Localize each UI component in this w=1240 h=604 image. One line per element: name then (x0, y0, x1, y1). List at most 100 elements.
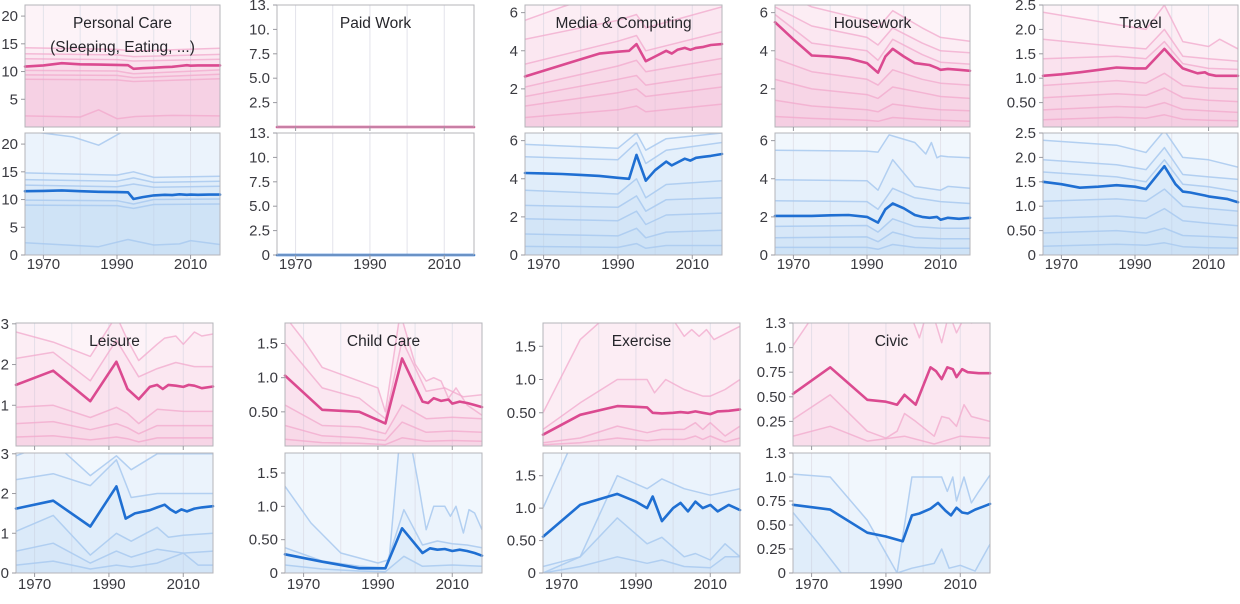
blue-quantile-line (525, 141, 722, 165)
pink-quantile-line (25, 109, 220, 120)
pink-median-line (1041, 47, 1240, 78)
pink-quantile-line (1043, 87, 1238, 103)
y-tick-label: 0.25 (757, 541, 786, 558)
x-tick-label: 1970 (777, 256, 810, 273)
panel-title: Exercise (612, 333, 671, 350)
x-tick-label: 1970 (527, 256, 560, 273)
y-tick-label: 2 (760, 81, 768, 98)
pink-median-line (541, 404, 742, 436)
panel-title: Personal Care (73, 15, 172, 32)
pink-subplot: 0.25 0.50 0.75 1.0 1.3 (757, 315, 992, 450)
x-tick-label: 1990 (869, 576, 902, 593)
y-tick-label: 10 (1, 192, 18, 209)
blue-median-line (791, 501, 992, 543)
blue-quantile-line (285, 555, 482, 573)
blue-median-line (523, 152, 724, 182)
x-tick-label: 1990 (601, 256, 634, 273)
pink-quantile-line (16, 339, 213, 382)
x-tick-label: 1990 (353, 256, 386, 273)
plot-border (542, 322, 741, 447)
pink-plot-background (775, 5, 970, 127)
pink-quantile-line (543, 435, 740, 446)
paid-work-chart: 2.5 5.0 7.5 10. 13. 0 2.5 5.0 7.5 10. 13. 1970 1990 2… (249, 0, 476, 273)
pink-median-line (523, 42, 724, 78)
pink-quantile-line (793, 425, 990, 445)
blue-quantile-line (1043, 227, 1238, 239)
blue-subplot: 0 2 4 6 1970 1990 2010 (760, 132, 972, 273)
y-tick-label: 0.50 (1007, 95, 1036, 112)
x-tick-label: 1970 (545, 576, 578, 593)
y-tick-label: 6 (760, 5, 768, 22)
pink-quantile-line (285, 339, 482, 420)
pink-quantile-line (285, 437, 482, 446)
plot-border (15, 452, 214, 574)
pink-quantile-line (775, 13, 970, 65)
blue-median-line (1041, 164, 1240, 204)
y-tick-label: 10 (1, 64, 18, 81)
x-tick-label: 1970 (279, 256, 312, 273)
pink-quantile-line (1043, 114, 1238, 122)
x-tick-label: 1990 (850, 256, 883, 273)
blue-quantile-line (525, 195, 722, 212)
pink-quantile-line (525, 6, 722, 41)
pink-subplot: 0.50 1.0 1.5 2.0 2.5 (1007, 0, 1240, 131)
y-tick-label: 2.5 (1015, 0, 1036, 14)
plot-border (24, 4, 221, 128)
pink-quantile-line (775, 115, 970, 123)
x-tick-label: 1970 (1045, 256, 1078, 273)
x-tick-label: 2010 (428, 256, 461, 273)
pink-quantile-line (775, 78, 970, 100)
panel-subtitle: (Sleeping, Eating, ...) (50, 39, 195, 56)
panel-title: Leisure (89, 333, 140, 350)
y-tick-label: 4 (510, 171, 518, 188)
plot-border (24, 132, 221, 256)
pink-quantile-line (793, 394, 990, 439)
y-tick-label: 0 (10, 247, 18, 264)
pink-quantile-line (16, 420, 213, 435)
plot-border (15, 322, 214, 447)
y-tick-label: 1.0 (257, 498, 278, 515)
pink-quantile-line (25, 58, 220, 62)
y-tick-label: 0.75 (757, 493, 786, 510)
pink-quantile-line (775, 6, 970, 54)
pink-quantile-line (525, 5, 571, 22)
y-tick-label: 2.0 (1015, 21, 1036, 38)
pink-quantile-line (525, 57, 722, 88)
y-tick-label: 1.0 (1015, 70, 1036, 87)
y-tick-label: 5 (10, 219, 18, 236)
blue-quantile-line (525, 178, 722, 199)
chart-panel-housework: 2 4 6 0 2 4 6 1970 1990 2010 Housework (740, 0, 972, 276)
y-tick-label: 1.3 (765, 315, 786, 332)
x-tick-label: 2010 (436, 576, 469, 593)
y-tick-label: 0 (528, 565, 536, 582)
plot-border (284, 322, 483, 447)
blue-median-line (283, 527, 484, 570)
x-tick-label: 1990 (1118, 256, 1151, 273)
x-tick-label: 2010 (676, 256, 709, 273)
pink-quantile-line (525, 30, 722, 65)
y-tick-label: 10. (249, 149, 270, 166)
x-tick-label: 1970 (27, 256, 60, 273)
chart-panel-travel: 0.50 1.0 1.5 2.0 2.5 0 0.50 1.0 1.5 2.0 2.5 1970 199… (995, 0, 1240, 276)
blue-quantile-line (793, 512, 990, 573)
chart-panel-child-care: 0.50 1.0 1.5 0 0.50 1.0 1.5 1970 1990 2010 Child C… (249, 310, 484, 604)
pink-median-line (23, 61, 222, 71)
pink-subplot: 5 10 15 20 (1, 4, 222, 131)
y-tick-label: 13. (249, 125, 270, 142)
panel-title: Housework (834, 15, 912, 32)
blue-plot-background (775, 133, 970, 255)
blue-subplot: 0 1 2 3 1970 1990 2010 (1, 446, 215, 593)
x-tick-label: 1970 (287, 576, 320, 593)
pink-subplot: 0.50 1.0 1.5 (507, 322, 742, 450)
blue-quantile-line (16, 459, 213, 499)
blue-quantile-line (1043, 159, 1238, 193)
pink-median-line (283, 357, 484, 425)
y-tick-label: 2.5 (249, 95, 270, 112)
y-tick-label: 1.3 (765, 445, 786, 462)
y-tick-label: 1.5 (257, 336, 278, 353)
blue-subplot: 0 0.50 1.0 1.5 1970 1990 2010 (507, 452, 742, 593)
blue-quantile-line (543, 474, 740, 568)
y-tick-label: 6 (510, 5, 518, 22)
y-tick-label: 13. (249, 0, 270, 14)
blue-median-line (541, 492, 742, 538)
